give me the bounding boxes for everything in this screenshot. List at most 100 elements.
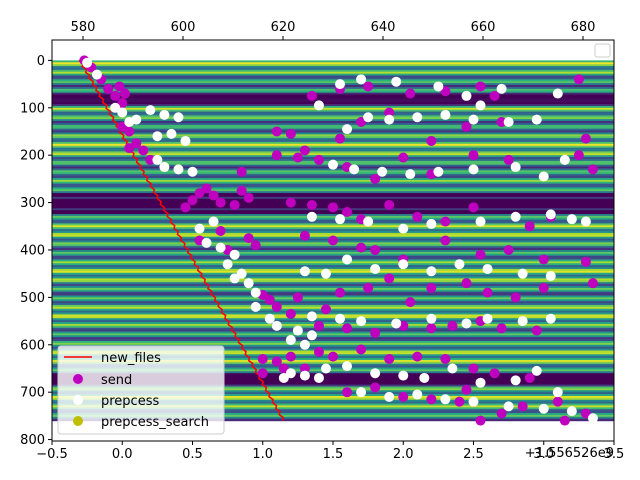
prepcess-point	[468, 396, 479, 407]
heatmap-band	[52, 314, 614, 317]
heatmap-band	[52, 213, 614, 217]
send-point	[342, 323, 353, 334]
heatmap-band	[52, 297, 614, 300]
heatmap-band	[52, 340, 614, 344]
prepcess-point	[475, 216, 486, 227]
send-point	[356, 117, 367, 128]
send-point	[110, 90, 121, 101]
send-point	[285, 351, 296, 362]
prepcess-point	[587, 413, 598, 424]
send-point	[271, 150, 282, 161]
send-point	[384, 199, 395, 210]
send-point	[454, 396, 465, 407]
send-point	[531, 325, 542, 336]
x-tick-label: 1.0	[252, 447, 273, 462]
prepcess-point	[419, 372, 430, 383]
prepcess-point	[335, 313, 346, 324]
prepcess-point	[475, 100, 486, 111]
send-point	[503, 154, 514, 165]
prepcess-point	[201, 237, 212, 248]
send-point	[208, 190, 219, 201]
heatmap-band	[52, 122, 614, 126]
heatmap-band	[52, 140, 614, 143]
send-point	[412, 351, 423, 362]
heatmap-band	[52, 394, 614, 397]
prepcess-point	[384, 391, 395, 402]
send-point	[426, 394, 437, 405]
heatmap-band	[52, 304, 614, 308]
heatmap-band	[52, 157, 614, 160]
send-point	[580, 408, 591, 419]
prepcess-point	[503, 401, 514, 412]
send-point	[215, 197, 226, 208]
heatmap-band	[52, 217, 614, 221]
prepcess-point	[552, 88, 563, 99]
heatmap-band	[52, 90, 614, 94]
x-tick-label: 0.5	[182, 447, 203, 462]
heatmap-band	[52, 414, 614, 418]
heatmap-band	[52, 375, 614, 378]
heatmap-band	[52, 272, 614, 276]
heatmap-band	[52, 361, 614, 365]
heatmap-band	[52, 403, 614, 407]
prepcess-point	[461, 90, 472, 101]
send-point	[120, 88, 131, 99]
heatmap-band	[52, 413, 614, 416]
heatmap-band	[52, 378, 614, 382]
prepcess-point	[461, 318, 472, 329]
send-point	[412, 211, 423, 222]
send-point	[335, 287, 346, 298]
prepcess-point	[356, 387, 367, 398]
x-tick-label: −0.5	[36, 447, 68, 462]
prepcess-point	[433, 81, 444, 92]
prepcess-point	[475, 377, 486, 388]
send-point	[257, 368, 268, 379]
heatmap-band	[52, 134, 614, 137]
heatmap-band	[52, 73, 614, 77]
heatmap-band	[52, 246, 614, 249]
prepcess-point	[173, 164, 184, 175]
y-tick-label: 600	[20, 338, 45, 353]
prepcess-point	[440, 394, 451, 405]
heatmap-band	[52, 282, 614, 285]
x-top-tick-label: 640	[371, 20, 396, 35]
send-point	[538, 254, 549, 265]
prepcess-point	[91, 69, 102, 80]
heatmap-band	[52, 316, 614, 319]
heatmap-band	[52, 225, 614, 228]
send-point	[405, 88, 416, 99]
prepcess-point	[510, 375, 521, 386]
prepcess-point	[440, 109, 451, 120]
send-point	[370, 382, 381, 393]
prepcess-point	[299, 339, 310, 350]
prepcess-point	[377, 166, 388, 177]
heatmap-band	[52, 62, 614, 65]
prepcess-point	[468, 164, 479, 175]
y-tick-label: 300	[20, 196, 45, 211]
prepcess-point	[152, 154, 163, 165]
legend-upper-right	[594, 43, 611, 58]
prepcess-point	[517, 316, 528, 327]
x-top-tick-label: 680	[571, 20, 596, 35]
prepcess-point	[531, 114, 542, 125]
heatmap-band	[52, 270, 614, 274]
prepcess-point	[306, 211, 317, 222]
heatmap-band	[52, 189, 614, 192]
heatmap-band	[52, 81, 614, 84]
prepcess-point	[250, 287, 261, 298]
send-point	[243, 233, 254, 244]
prepcess-point	[342, 124, 353, 135]
heatmap-band	[52, 147, 614, 151]
heatmap-band	[52, 231, 614, 234]
heatmap-band	[52, 94, 614, 98]
send-point	[285, 308, 296, 319]
y-tick-label: 800	[20, 433, 45, 448]
heatmap-band	[52, 193, 614, 196]
heatmap-band	[52, 388, 614, 391]
heatmap-band	[52, 286, 614, 289]
send-point	[328, 351, 338, 362]
heatmap-band	[52, 185, 614, 189]
prepcess-point	[482, 263, 493, 274]
send-point	[264, 294, 275, 305]
heatmap-band	[52, 331, 614, 335]
